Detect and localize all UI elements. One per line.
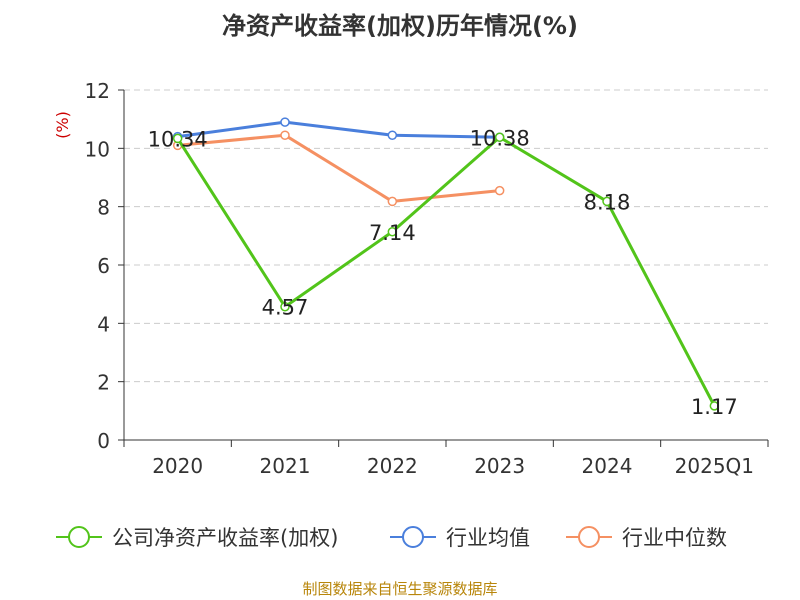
- axis-layer: 0 2 4 6 8 10 12 2020 2021 2022 2023 2024 2025Q1 (%): [53, 79, 769, 478]
- data-label: 8.18: [584, 190, 631, 214]
- legend-label: 行业均值: [446, 526, 530, 550]
- y-tick-label: 2: [97, 371, 110, 395]
- legend-marker: [578, 526, 600, 548]
- data-label: 4.57: [262, 296, 309, 320]
- data-point: [280, 117, 290, 127]
- y-tick-label: 10: [85, 137, 110, 161]
- x-tick-label: 2021: [260, 454, 311, 478]
- y-tick-label: 12: [85, 79, 110, 103]
- y-tick-label: 0: [97, 429, 110, 453]
- data-point: [387, 130, 398, 140]
- legend-item-2[interactable]: 行业中位数: [566, 526, 727, 550]
- chart-title: 净资产收益率(加权)历年情况(%): [222, 12, 578, 40]
- legend-layer[interactable]: 公司净资产收益率(加权) 行业均值 行业中位数: [56, 526, 727, 550]
- legend-label: 行业中位数: [622, 526, 727, 550]
- label-layer: 10.34 4.57 7.14 10.38 8.18 1.17: [148, 126, 738, 419]
- y-tick-label: 6: [97, 254, 110, 278]
- x-tick-label: 2020: [152, 454, 203, 478]
- y-tick-label: 8: [97, 196, 110, 220]
- x-tick-label: 2024: [582, 454, 633, 478]
- x-tick-label: 2025Q1: [675, 454, 754, 478]
- data-point: [280, 301, 290, 312]
- data-point: [280, 130, 290, 140]
- legend-item-1[interactable]: 行业均值: [390, 526, 530, 550]
- data-point: [709, 401, 720, 411]
- series-line-0: [176, 135, 716, 407]
- data-label: 10.34: [148, 127, 208, 151]
- data-source-note: 制图数据来自恒生聚源数据库: [302, 580, 498, 598]
- y-tick-label: 4: [97, 312, 110, 336]
- data-label: 10.38: [470, 126, 530, 150]
- x-tick-label: 2022: [367, 454, 418, 478]
- x-tick-label: 2023: [474, 454, 525, 478]
- data-label: 1.17: [691, 395, 738, 419]
- y-axis-label: (%): [53, 111, 72, 139]
- legend-label: 公司净资产收益率(加权): [112, 526, 338, 550]
- data-point: [387, 227, 398, 237]
- data-point: [172, 133, 183, 144]
- legend-item-0[interactable]: 公司净资产收益率(加权): [56, 526, 338, 550]
- series-line-2: [177, 133, 500, 203]
- data-point: [494, 132, 505, 142]
- data-label: 7.14: [369, 221, 416, 245]
- grid-layer: [124, 89, 768, 383]
- series-line-1: [177, 120, 500, 139]
- data-point: [387, 196, 398, 207]
- data-point: [602, 196, 612, 207]
- legend-marker: [68, 526, 90, 548]
- data-point: [494, 185, 505, 196]
- legend-marker: [402, 526, 424, 548]
- series-layer: [172, 117, 720, 411]
